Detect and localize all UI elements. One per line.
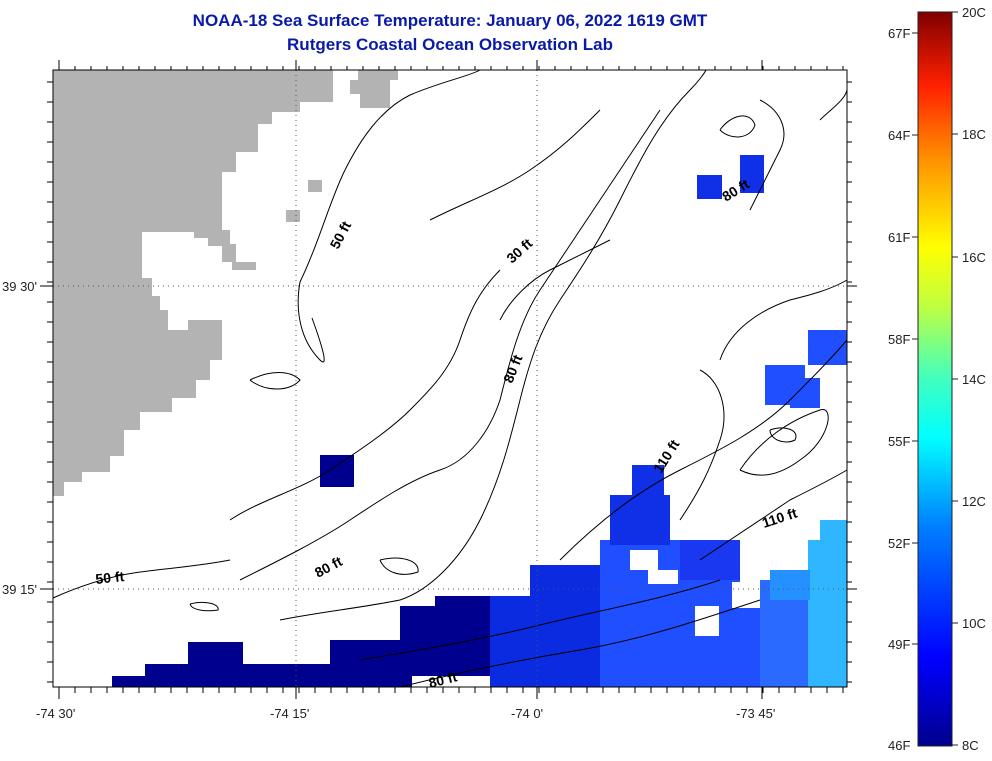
y-tick-label: 39 30' (2, 279, 37, 294)
sst-pixel (740, 155, 764, 193)
sst-pixel (820, 520, 847, 550)
colorbar-c-label: 20C (962, 5, 986, 20)
colorbar-f-label: 58F (888, 332, 910, 347)
sst-pixel-layer (112, 155, 847, 687)
sst-pixel (188, 642, 243, 664)
color-scale-bar (917, 11, 953, 747)
sst-pixel (400, 606, 490, 676)
sst-pixel (770, 570, 810, 600)
colorbar-c-label: 18C (962, 127, 986, 142)
colorbar-c-label: 14C (962, 372, 986, 387)
sst-pixel (330, 640, 400, 676)
colorbar-c-label: 16C (962, 250, 986, 265)
sst-pixel (695, 606, 719, 636)
sst-pixel (530, 565, 610, 600)
sst-pixel (790, 378, 820, 408)
colorbar-f-label: 49F (888, 637, 910, 652)
land-island-4 (286, 210, 300, 222)
sst-pixel (145, 664, 345, 676)
map-title: NOAA-18 Sea Surface Temperature: January… (192, 11, 708, 30)
sst-pixel (610, 495, 670, 545)
x-tick-label: -74 30' (36, 706, 75, 721)
bathymetry-contours (52, 69, 848, 688)
colorbar-c-label: 12C (962, 494, 986, 509)
sst-pixel (697, 175, 722, 199)
y-tick-label: 39 15' (2, 582, 37, 597)
sst-pixel (632, 465, 664, 500)
colorbar-ticks (912, 11, 958, 746)
contour-label: 50 ft (95, 568, 126, 587)
sst-pixel (648, 570, 678, 584)
colorbar-f-label: 52F (888, 536, 910, 551)
sst-pixel (732, 582, 760, 608)
colorbar-f-label: 61F (888, 230, 910, 245)
colorbar-f-label: 55F (888, 434, 910, 449)
map-subtitle: Rutgers Coastal Ocean Observation Lab (287, 35, 613, 54)
land-island-1 (88, 330, 150, 408)
colorbar-c-label: 8C (962, 738, 979, 753)
sst-pixel (630, 550, 658, 570)
colorbar-c-label: 10C (962, 616, 986, 631)
sst-pixel (435, 596, 495, 608)
sst-pixel (680, 540, 740, 580)
contour-label: 80 ft (427, 668, 459, 691)
sst-pixel (808, 540, 847, 687)
sst-pixel (808, 330, 847, 365)
x-tick-label: -73 45' (736, 706, 775, 721)
land-island-2 (350, 70, 398, 108)
x-tick-label: -74 15' (270, 706, 309, 721)
sst-pixel (490, 596, 610, 687)
colorbar-f-label: 46F (888, 738, 910, 753)
colorbar-f-label: 64F (888, 128, 910, 143)
x-tick-label: -74 0' (511, 706, 543, 721)
land-island-3 (308, 180, 322, 192)
plot-frame (52, 69, 848, 688)
sst-pixel (320, 455, 354, 487)
sst-pixel (112, 676, 412, 687)
colorbar-f-label: 67F (888, 26, 910, 41)
axis-ticks (40, 60, 857, 699)
